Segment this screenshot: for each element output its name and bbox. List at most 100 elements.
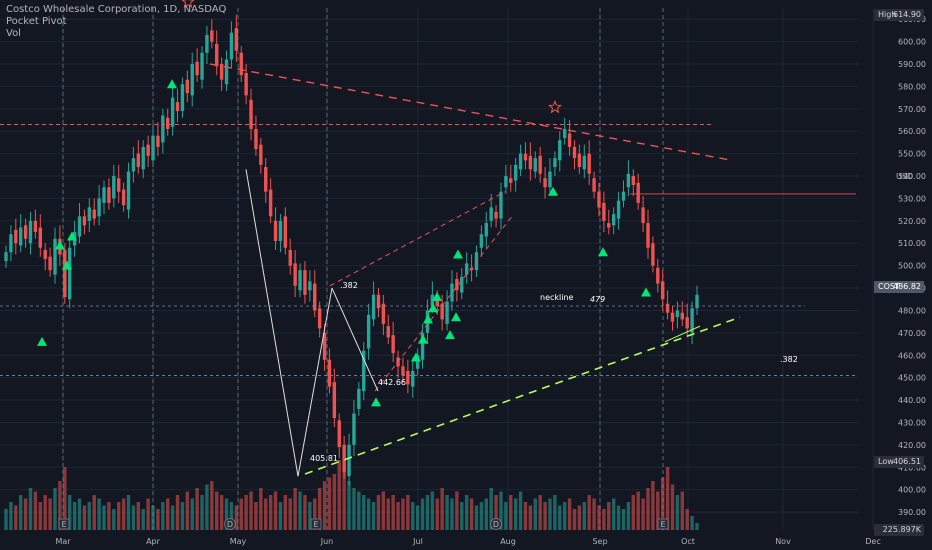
volume-bar [107,502,111,530]
volume-bar [200,495,204,530]
candle-body [553,158,557,168]
swing-path-segment [245,169,299,477]
earnings-marker[interactable]: E [58,518,70,530]
candle-body [77,216,82,237]
volume-bar [180,502,185,530]
candle-body [126,171,131,210]
dividend-marker[interactable]: D [490,518,502,530]
volume-bar [499,491,503,530]
candle-body [259,144,263,165]
candle-body [607,223,611,228]
candle-body [308,281,312,291]
marker-letter: E [61,520,66,529]
volume-bar [631,495,635,530]
indicator-pocket-pivot[interactable]: Pocket Pivot [6,16,67,27]
volume-bar [205,484,209,530]
candle-body [631,176,635,185]
candle-body [244,72,248,96]
candle-body [166,117,170,129]
candle-body [543,178,547,188]
volume-bar [92,495,96,530]
candle-body [386,326,390,338]
volume-bar [146,498,150,530]
candle-body [19,227,23,246]
candle-body [278,220,283,241]
volume-bar [611,498,616,530]
candle-body [317,308,322,329]
volume-bar [77,498,82,530]
y-tick-label: 530.00 [898,194,926,203]
volume-bar [509,495,513,530]
earnings-marker[interactable]: E [310,518,322,530]
volume-bar [646,488,650,530]
candle-body [38,227,43,248]
volume-bar [48,498,52,530]
volume-bar [317,488,322,530]
candle-body [156,135,160,147]
candle-body [602,202,606,221]
pocket-pivot-triangle [432,292,442,302]
x-tick-label: Aug [500,537,516,546]
candle-body [97,198,101,217]
volume-bar [28,488,33,530]
candlesticks[interactable] [4,14,699,486]
volume-bar [484,498,488,530]
volume-bar [303,495,307,530]
pocket-pivot-triangle [451,312,461,322]
volume-bar [362,495,366,530]
y-tick-label: 580.00 [898,82,926,91]
volume-bar [391,495,395,530]
pocket-pivot-triangle [598,247,608,257]
candle-body [141,146,145,170]
candle-body [28,220,33,244]
volume-bar [131,505,136,530]
candle-body [288,249,292,266]
candle-body [303,270,307,295]
trendlines [0,63,856,477]
candle-body [92,209,96,219]
candle-body [63,249,67,298]
swing-path-segment [331,287,379,392]
volume-bar [577,505,582,530]
volume-bar [656,491,660,530]
y-tick-label: 540.00 [898,172,926,181]
volume-bar [97,498,101,530]
indicator-volume[interactable]: Vol [6,28,21,39]
volume-bar [342,467,346,530]
volume-bar [170,505,175,530]
candle-body [533,158,537,172]
volume-bar [357,491,361,530]
volume-bar [268,495,273,530]
pocket-pivot-triangle [67,231,77,241]
candle-body [4,252,8,262]
volume-bar [425,495,430,530]
candle-body [656,267,660,284]
dividend-marker[interactable]: D [224,518,236,530]
candle-body [175,102,180,112]
volume-bar [273,491,278,530]
volume-bar [166,498,170,530]
neckline-label: neckline [540,293,574,302]
candle-body [523,153,528,161]
y-tick-label: 470.00 [898,329,926,338]
candle-body [347,444,351,477]
volume-bar [327,477,332,530]
earnings-marker[interactable]: E [657,518,669,530]
volume-bar [4,509,8,530]
candle-body [538,155,542,174]
volume-bar [68,495,72,530]
candle-body [23,225,28,239]
volume-bar [313,498,317,530]
candle-body [411,370,415,387]
earnings-icon [58,518,70,530]
symbol-title[interactable]: Costco Wholesale Corporation, 1D, NASDAQ [6,4,227,15]
candle-body [205,34,209,53]
volume-bar [283,495,288,530]
volume-bar [513,498,518,530]
volume-bar [9,502,13,530]
volume-bar [82,505,87,530]
volume-bar [322,481,327,530]
volume-bar [136,502,141,530]
